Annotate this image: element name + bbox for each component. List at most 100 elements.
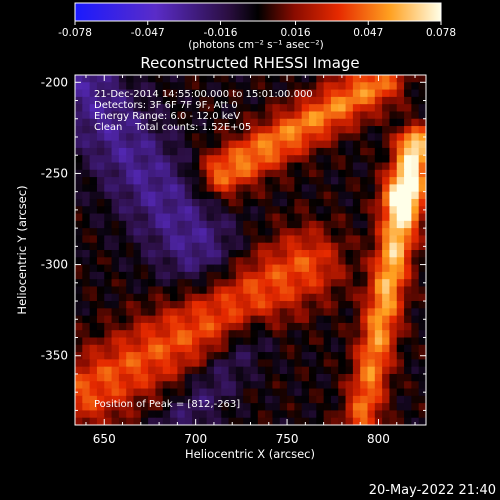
heatmap-cell	[235, 381, 244, 390]
heatmap-cell	[96, 118, 105, 127]
heatmap-cell	[367, 403, 376, 412]
heatmap-cell	[257, 250, 266, 258]
heatmap-cell	[396, 118, 405, 127]
heatmap-cell	[396, 242, 405, 251]
heatmap-cell	[323, 242, 332, 251]
heatmap-cell	[294, 257, 303, 266]
heatmap-cell	[367, 177, 376, 185]
heatmap-cell	[404, 388, 412, 397]
heatmap-cell	[418, 198, 426, 207]
heatmap-cell	[265, 133, 274, 142]
heatmap-cell	[396, 403, 405, 412]
heatmap-cell	[177, 337, 186, 346]
heatmap-cell	[118, 235, 127, 244]
heatmap-cell	[345, 330, 354, 339]
heatmap-cell	[199, 301, 208, 309]
heatmap-cell	[96, 169, 105, 178]
heatmap-cell	[155, 373, 164, 382]
heatmap-cell	[301, 271, 310, 280]
heatmap-cell	[272, 366, 281, 375]
heatmap-cell	[126, 177, 135, 185]
colorbar-tick-label: 0.078	[426, 27, 456, 39]
heatmap-cell	[294, 191, 303, 200]
heatmap-cell	[162, 271, 171, 280]
heatmap-cell	[235, 162, 244, 171]
heatmap-cell	[126, 206, 135, 215]
heatmap-cell	[221, 381, 230, 390]
y-tick-label: -300	[41, 258, 68, 272]
heatmap-cell	[177, 220, 186, 229]
heatmap-cell	[301, 184, 310, 193]
heatmap-cell	[389, 271, 398, 280]
heatmap-cell	[213, 228, 222, 237]
heatmap-cell	[111, 403, 120, 412]
heatmap-cell	[104, 286, 113, 295]
heatmap-cell	[411, 344, 420, 353]
heatmap-cell	[228, 271, 237, 280]
heatmap-cell	[228, 75, 237, 83]
heatmap-cell	[287, 337, 295, 346]
heatmap-cell	[352, 381, 361, 390]
heatmap-cell	[374, 104, 383, 113]
heatmap-cell	[257, 337, 266, 346]
heatmap-cell	[148, 352, 157, 360]
heatmap-cell	[162, 403, 171, 412]
heatmap-cell	[418, 366, 426, 375]
heatmap-cell	[287, 359, 295, 368]
heatmap-cell	[104, 213, 113, 222]
heatmap-cell	[250, 169, 259, 178]
heatmap-cell	[265, 286, 274, 295]
heatmap-cell	[287, 111, 295, 120]
heatmap-cell	[104, 140, 113, 149]
heatmap-cell	[360, 337, 369, 346]
heatmap-cell	[177, 322, 186, 331]
heatmap-cell	[155, 381, 164, 390]
heatmap-cell	[374, 191, 383, 200]
heatmap-cell	[257, 75, 266, 83]
heatmap-cell	[345, 162, 354, 171]
heatmap-cell	[206, 104, 215, 113]
heatmap-cell	[287, 228, 295, 237]
heatmap-cell	[265, 206, 274, 215]
heatmap-cell	[243, 279, 252, 288]
heatmap-cell	[250, 337, 259, 346]
heatmap-cell	[257, 147, 266, 156]
heatmap-cell	[126, 82, 135, 91]
heatmap-cell	[96, 235, 105, 244]
heatmap-cell	[279, 104, 288, 113]
heatmap-cell	[111, 104, 120, 113]
heatmap-cell	[75, 337, 83, 346]
heatmap-cell	[235, 315, 244, 324]
heatmap-cell	[345, 410, 354, 419]
heatmap-cell	[352, 417, 361, 425]
heatmap-cell	[170, 330, 178, 339]
heatmap-cell	[418, 184, 426, 193]
heatmap-cell	[411, 228, 420, 237]
heatmap-cell	[396, 147, 405, 156]
heatmap-cell	[199, 104, 208, 113]
heatmap-cell	[126, 271, 135, 280]
heatmap-cell	[250, 228, 259, 237]
heatmap-cell	[309, 301, 317, 309]
heatmap-cell	[382, 322, 391, 331]
heatmap-cell	[155, 344, 164, 353]
heatmap-cell	[140, 111, 149, 120]
heatmap-cell	[374, 322, 383, 331]
heatmap-cell	[382, 104, 391, 113]
heatmap-cell	[382, 308, 391, 317]
heatmap-cell	[75, 301, 83, 309]
heatmap-cell	[301, 177, 310, 185]
heatmap-cell	[96, 198, 105, 207]
heatmap-cell	[228, 147, 237, 156]
heatmap-cell	[338, 82, 347, 91]
heatmap-cell	[75, 198, 83, 207]
heatmap-cell	[118, 315, 127, 324]
heatmap-cell	[352, 330, 361, 339]
heatmap-cell	[309, 388, 317, 397]
heatmap-cell	[213, 242, 222, 251]
heatmap-cell	[396, 373, 405, 382]
heatmap-cell	[192, 337, 200, 346]
heatmap-cell	[352, 271, 361, 280]
heatmap-cell	[206, 111, 215, 120]
heatmap-cell	[374, 169, 383, 178]
